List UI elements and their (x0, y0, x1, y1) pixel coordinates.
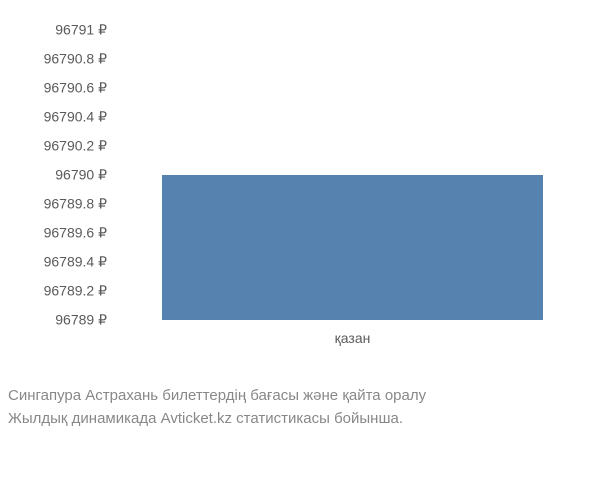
x-axis-label: қазан (335, 330, 371, 346)
y-axis-label: 96790.8 ₽ (44, 51, 107, 68)
y-axis-label: 96790.6 ₽ (44, 80, 107, 97)
bar (162, 175, 543, 320)
y-axis: 96791 ₽96790.8 ₽96790.6 ₽96790.4 ₽96790.… (0, 30, 115, 350)
caption-line-1: Сингапура Астрахань билеттердің бағасы ж… (8, 385, 592, 408)
caption-line-2: Жылдық динамикада Avticket.kz статистика… (8, 408, 592, 431)
y-axis-label: 96790 ₽ (55, 167, 107, 184)
y-axis-label: 96789.8 ₽ (44, 196, 107, 213)
y-axis-label: 96789.6 ₽ (44, 225, 107, 242)
y-axis-label: 96790.4 ₽ (44, 109, 107, 126)
plot-area (120, 30, 585, 320)
y-axis-label: 96790.2 ₽ (44, 138, 107, 155)
y-axis-label: 96789.2 ₽ (44, 283, 107, 300)
chart-container: 96791 ₽96790.8 ₽96790.6 ₽96790.4 ₽96790.… (0, 30, 600, 350)
y-axis-label: 96789 ₽ (55, 312, 107, 329)
y-axis-label: 96789.4 ₽ (44, 254, 107, 271)
y-axis-label: 96791 ₽ (55, 22, 107, 39)
chart-caption: Сингапура Астрахань билеттердің бағасы ж… (8, 385, 592, 430)
